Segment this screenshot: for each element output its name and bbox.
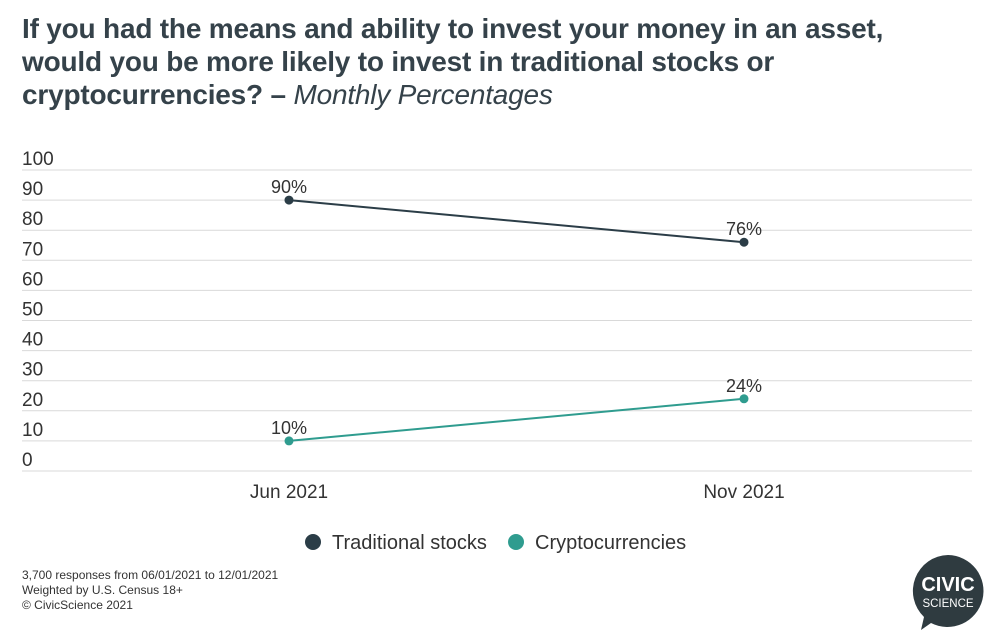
legend-label-0: Traditional stocks bbox=[332, 532, 487, 554]
series-group: 90% 76% 10% 24% bbox=[271, 177, 762, 446]
logo-text-civic: CIVIC bbox=[921, 574, 974, 596]
civicscience-logo: CIVIC SCIENCE bbox=[912, 555, 984, 630]
y-tick-label-80: 80 bbox=[22, 209, 43, 230]
footer-responses: 3,700 responses from 06/01/2021 to 12/01… bbox=[22, 568, 279, 582]
footer-copyright: © CivicScience 2021 bbox=[22, 598, 133, 612]
data-label-0-1: 76% bbox=[726, 219, 762, 239]
chart-subtitle: Monthly Percentages bbox=[293, 79, 553, 110]
legend-marker-1 bbox=[508, 534, 524, 550]
y-tick-label-100: 100 bbox=[22, 149, 54, 170]
y-axis: 0 10 20 30 40 50 60 70 80 90 100 bbox=[22, 149, 54, 471]
y-tick-label-20: 20 bbox=[22, 390, 43, 411]
x-axis: Jun 2021 Nov 2021 bbox=[250, 482, 785, 503]
logo-text-science: SCIENCE bbox=[922, 598, 973, 610]
data-point-0-1 bbox=[739, 237, 749, 247]
y-tick-label-0: 0 bbox=[22, 450, 33, 471]
series-line-0 bbox=[288, 199, 745, 244]
legend-label-1: Cryptocurrencies bbox=[535, 532, 686, 554]
y-tick-label-70: 70 bbox=[22, 239, 43, 260]
footer-notes: 3,700 responses from 06/01/2021 to 12/01… bbox=[22, 568, 278, 613]
data-label-0-0: 90% bbox=[271, 177, 307, 197]
logo-bubble-shape bbox=[912, 555, 984, 630]
y-tick-label-90: 90 bbox=[22, 179, 43, 200]
y-tick-label-10: 10 bbox=[22, 420, 43, 441]
gridlines bbox=[22, 169, 972, 472]
y-tick-label-30: 30 bbox=[22, 360, 43, 381]
legend-marker-0 bbox=[305, 534, 321, 550]
data-point-1-0 bbox=[284, 436, 294, 446]
chart-title-main: If you had the means and ability to inve… bbox=[22, 13, 884, 110]
legend: Traditional stocks Cryptocurrencies bbox=[305, 532, 686, 554]
x-tick-label-0: Jun 2021 bbox=[250, 482, 328, 503]
y-tick-label-60: 60 bbox=[22, 269, 43, 290]
chart-title: If you had the means and ability to inve… bbox=[22, 12, 962, 111]
y-tick-label-50: 50 bbox=[22, 300, 43, 321]
data-point-1-1 bbox=[739, 394, 749, 404]
x-tick-label-1: Nov 2021 bbox=[703, 482, 784, 503]
series-line-1 bbox=[288, 397, 745, 442]
data-point-0-0 bbox=[284, 195, 294, 205]
data-label-1-0: 10% bbox=[271, 418, 307, 438]
data-label-1-1: 24% bbox=[726, 376, 762, 396]
footer-weighting: Weighted by U.S. Census 18+ bbox=[22, 583, 183, 597]
y-tick-label-40: 40 bbox=[22, 330, 43, 351]
